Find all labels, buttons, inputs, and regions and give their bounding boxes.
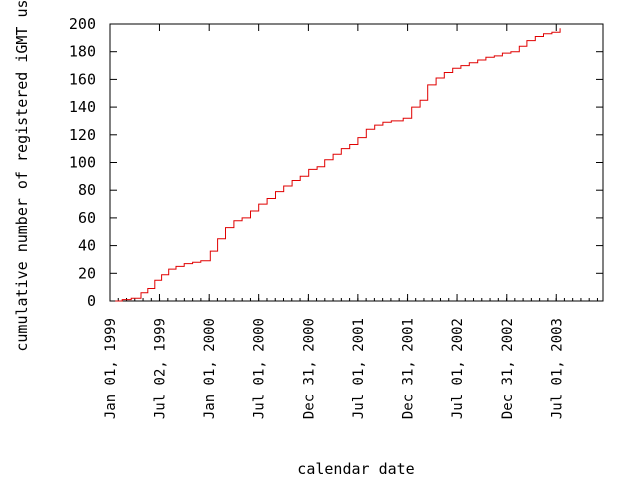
- x-tick-label: Jul 01, 2001: [351, 318, 367, 419]
- y-tick-label: 60: [78, 209, 96, 227]
- x-tick-label: Jul 01, 2003: [549, 318, 565, 419]
- y-tick-label: 40: [78, 237, 96, 255]
- x-tick-label: Jul 01, 2000: [252, 318, 268, 419]
- x-tick-label: Jul 01, 2002: [450, 318, 466, 419]
- y-tick-label: 180: [69, 43, 96, 61]
- y-axis-label: cumulative number of registered iGMT use…: [13, 0, 31, 352]
- x-tick-label: Jan 01, 2000: [202, 318, 218, 419]
- x-axis-ticks: Jan 01, 1999 Jul 02, 1999 Jan 01, 2000 Jul …: [103, 24, 598, 419]
- x-tick-label: Dec 31, 2001: [401, 318, 417, 419]
- x-tick-label: Dec 31, 2000: [301, 318, 317, 419]
- x-tick-label: Dec 31, 2002: [500, 318, 516, 419]
- y-tick-label: 160: [69, 70, 96, 88]
- x-tick-label: Jul 02, 1999: [152, 318, 168, 419]
- y-tick-label: 100: [69, 154, 96, 172]
- plot-frame: [109, 23, 604, 302]
- y-tick-label: 140: [69, 98, 96, 116]
- y-tick-label: 20: [78, 264, 96, 282]
- y-tick-label: 120: [69, 126, 96, 144]
- y-axis-ticks: 0 20 40 60 80 100 120 140 160 180 200: [69, 15, 603, 310]
- y-tick-label: 200: [69, 15, 96, 33]
- x-axis-label: calendar date: [297, 460, 414, 478]
- series-line: [115, 28, 561, 302]
- x-tick-label: Jan 01, 1999: [103, 318, 119, 419]
- y-tick-label: 80: [78, 181, 96, 199]
- y-tick-label: 0: [87, 292, 96, 310]
